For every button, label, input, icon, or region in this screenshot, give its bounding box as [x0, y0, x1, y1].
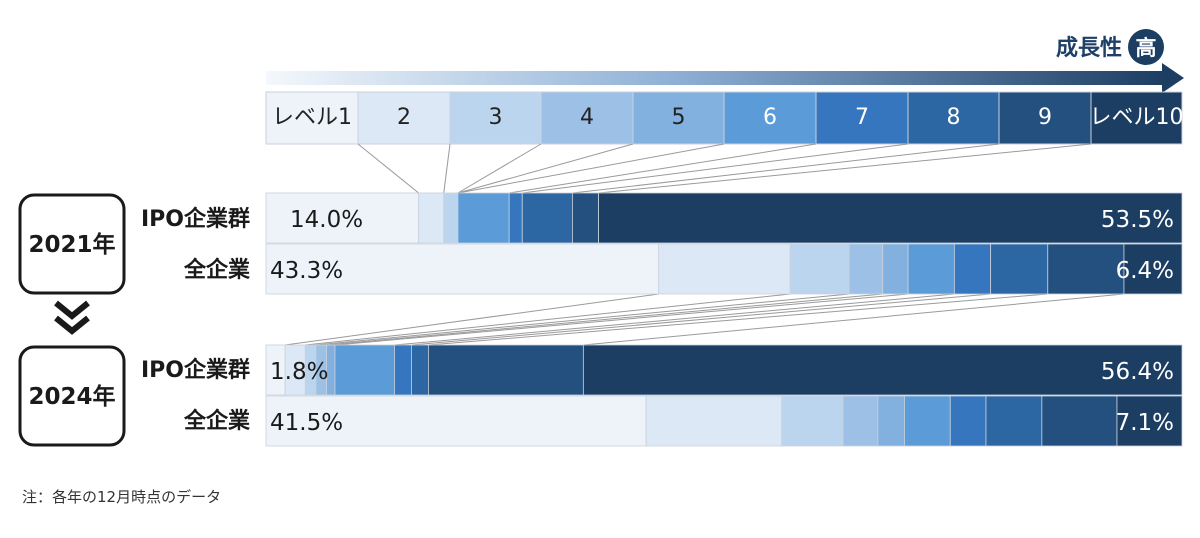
bar-segment-2021-all-level-5: [882, 243, 909, 295]
value-label-2024-ipo-level-10: 56.4%: [1101, 359, 1174, 385]
bar-segment-2021-ipo-level-9: [572, 192, 599, 244]
bar-segment-2024-ipo-level-6: [334, 344, 395, 396]
row-label-2024-ipo: IPO企業群: [141, 357, 250, 383]
connector-legend-to-2021-4: [457, 143, 634, 194]
bar-segment-2024-all-level-8: [985, 395, 1043, 447]
growth-label: 成長性: [1056, 36, 1122, 61]
legend-cell-level-7: [815, 91, 909, 145]
legend-label-level-10: レベル10: [1090, 105, 1184, 130]
year-label-2024: 2024年: [28, 383, 115, 410]
value-label-2021-all-level-10: 6.4%: [1116, 258, 1174, 284]
bars: [265, 192, 1183, 447]
bar-segment-2021-ipo-level-8: [521, 192, 573, 244]
connector-2021-to-2024-7: [411, 293, 991, 346]
growth-arrow-shaft: [266, 71, 1164, 85]
connector-legend-to-2021-1: [357, 143, 419, 194]
bar-segment-2021-all-level-9: [1047, 243, 1125, 295]
connector-legend-to-2021-8: [572, 143, 1000, 194]
bar-segment-2021-ipo-level-6: [457, 192, 510, 244]
bar-segment-2024-all-level-7: [949, 395, 987, 447]
legend-label-level-9: 9: [1038, 105, 1052, 130]
connector-2021-to-2024-8: [428, 293, 1048, 346]
row-label-2021-ipo: IPO企業群: [141, 206, 250, 232]
connector-legend-to-2021-9: [598, 143, 1092, 194]
bar-segment-2021-all-level-7: [953, 243, 992, 295]
bar-segment-2021-all-level-3: [789, 243, 850, 295]
bar-segment-2021-ipo-level-2: [418, 192, 445, 244]
legend-label-level-4: 4: [580, 105, 594, 130]
connector-lines: [285, 143, 1125, 346]
value-label-2024-all-level-1: 41.5%: [270, 410, 343, 436]
bar-segment-2024-all-level-1: [265, 395, 647, 447]
legend-label-level-3: 3: [489, 105, 503, 130]
value-label-2024-ipo-level-1: 1.8%: [270, 359, 328, 385]
connector-2021-to-2024-6: [394, 293, 955, 346]
bar-segment-2024-all-level-2: [645, 395, 783, 447]
value-label-2021-ipo-level-10: 53.5%: [1101, 207, 1174, 233]
connector-legend-to-2021-7: [522, 143, 909, 194]
row-label-2021-all: 全企業: [183, 257, 251, 283]
bar-segment-2021-ipo-level-3: [443, 192, 459, 244]
connector-legend-to-2021-6: [509, 143, 817, 194]
connector-legend-to-2021-3: [457, 143, 542, 194]
connector-legend-to-2021-2: [443, 143, 451, 194]
legend-label-level-1: レベル1: [272, 105, 352, 130]
down-chevron-icon-2: [54, 315, 90, 335]
legend-label-level-6: 6: [763, 105, 777, 130]
year-box-2021: [18, 193, 126, 295]
legend-label-level-7: 7: [855, 105, 869, 130]
growth-high-badge: [1128, 29, 1164, 65]
bar-segment-2024-all-level-4: [842, 395, 879, 447]
bar-segment-2024-ipo-level-10: [582, 344, 1183, 396]
legend-cell-level-10: [1090, 91, 1183, 145]
bar-segment-2024-all-level-9: [1041, 395, 1118, 447]
footnote: 注：各年の12月時点のデータ: [22, 488, 222, 506]
value-label-2024-all-level-10: 7.1%: [1116, 410, 1174, 436]
legend-label-level-5: 5: [672, 105, 686, 130]
connector-2021-to-2024-1: [285, 293, 659, 346]
bar-segment-2021-all-level-8: [990, 243, 1049, 295]
bar-segment-2021-ipo-level-7: [508, 192, 523, 244]
value-labels: 14.0% 53.5% 43.3% 6.4% 1.8% 56.4% 41.5% 7.1%: [270, 207, 1174, 436]
connector-2021-to-2024-3: [315, 293, 850, 346]
bar-segment-2024-all-level-10: [1116, 395, 1183, 447]
bar-segment-2021-all-level-4: [848, 243, 884, 295]
legend-label-level-2: 2: [397, 105, 411, 130]
bar-segment-2024-all-level-5: [877, 395, 905, 447]
bar-segment-2021-all-level-2: [658, 243, 791, 295]
year-box-2024: [18, 345, 126, 447]
legend-cell-level-2: [357, 91, 451, 145]
bar-segment-2021-ipo-level-1: [265, 192, 420, 244]
bar-segment-2024-ipo-level-8: [411, 344, 429, 396]
legend-cell-level-8: [907, 91, 1000, 145]
bar-segment-2021-all-level-10: [1123, 243, 1183, 295]
value-label-2021-ipo-level-1: 14.0%: [290, 207, 363, 233]
bar-segment-2021-all-level-6: [907, 243, 955, 295]
connector-2021-to-2024-5: [334, 293, 909, 346]
connector-2021-to-2024-9: [583, 293, 1125, 346]
growth-high-badge-label: 高: [1136, 36, 1157, 60]
legend-cell-level-5: [632, 91, 725, 145]
connector-legend-to-2021-5: [457, 143, 725, 194]
value-label-2021-all-level-1: 43.3%: [270, 258, 343, 284]
bar-segment-2021-all-level-1: [265, 243, 660, 295]
legend-cell-level-6: [723, 91, 817, 145]
growth-arrow-head: [1162, 63, 1184, 93]
legend-level-scale: レベル1 2 3 4 5 6 7 8 9 レベル10: [265, 91, 1184, 145]
year-label-2021: 2021年: [28, 231, 115, 258]
bar-segment-2024-ipo-level-7: [394, 344, 412, 396]
down-chevron-icon: [54, 300, 90, 320]
legend-cell-level-9: [998, 91, 1092, 145]
bar-segment-2024-all-level-6: [904, 395, 951, 447]
bar-segment-2024-ipo-level-9: [427, 344, 584, 396]
bar-segment-2021-ipo-level-10: [598, 192, 1183, 244]
row-label-2024-all: 全企業: [183, 408, 251, 434]
connector-2021-to-2024-4: [326, 293, 883, 346]
connector-2021-to-2024-2: [305, 293, 791, 346]
legend-label-level-8: 8: [947, 105, 961, 130]
bar-segment-2024-all-level-3: [781, 395, 844, 447]
